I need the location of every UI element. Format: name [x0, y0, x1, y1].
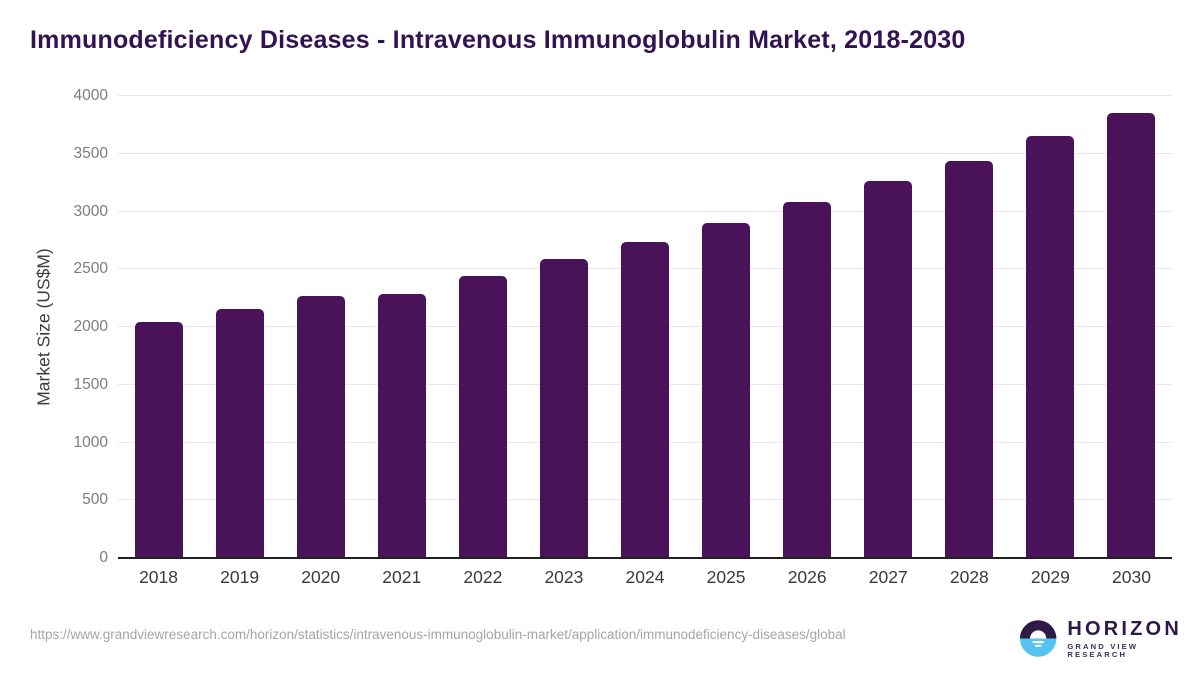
y-tick-2500: 2500 — [73, 260, 108, 278]
y-tick-3000: 3000 — [73, 202, 108, 220]
y-tick-3500: 3500 — [73, 144, 108, 162]
gridline-3000 — [118, 210, 1172, 212]
bar-slot-2028 — [929, 96, 1010, 558]
gridline-4000 — [118, 95, 1172, 96]
chart-title: Immunodeficiency Diseases - Intravenous … — [30, 26, 966, 54]
bar-2019[interactable] — [215, 308, 264, 558]
bar-slot-2022 — [442, 96, 523, 558]
bar-slot-2029 — [1010, 96, 1091, 558]
x-label-2024: 2024 — [625, 567, 665, 587]
horizon-logo-icon — [1019, 620, 1057, 657]
bar-slot-2020 — [280, 96, 361, 558]
x-label-2019: 2019 — [220, 567, 260, 587]
x-label-2029: 2029 — [1030, 567, 1070, 587]
bar-2020[interactable] — [296, 295, 345, 558]
bar-slot-2027 — [848, 96, 929, 558]
x-label-2027: 2027 — [868, 567, 908, 587]
y-axis-tick-labels: 0 500 1000 1500 2000 2500 3000 3500 4000 — [0, 87, 108, 566]
bar-slot-2024 — [604, 96, 685, 558]
y-tick-2000: 2000 — [73, 318, 108, 335]
x-label-2030: 2030 — [1112, 567, 1151, 587]
x-axis-line — [118, 557, 1172, 559]
y-tick-0: 0 — [99, 549, 108, 566]
bar-slot-2021 — [361, 96, 442, 558]
bar-2022[interactable] — [458, 276, 507, 558]
bar-slot-2030 — [1091, 96, 1172, 558]
bar-slot-2025 — [686, 96, 767, 558]
y-tick-1500: 1500 — [73, 375, 108, 393]
x-axis-tick-labels: 2018 2019 2020 2021 2022 2023 2024 2025 2026 2027… — [118, 567, 1172, 588]
x-label-2022: 2022 — [463, 567, 503, 587]
bar-2025[interactable] — [702, 223, 751, 558]
x-label-2020: 2020 — [301, 567, 341, 587]
bar-2030[interactable] — [1107, 113, 1156, 558]
source-url[interactable]: https://www.grandviewresearch.com/horizo… — [30, 627, 846, 642]
bar-slot-2026 — [767, 96, 848, 558]
x-label-2021: 2021 — [382, 567, 422, 587]
bar-2021[interactable] — [377, 293, 426, 558]
x-label-2026: 2026 — [787, 567, 827, 587]
bar-slot-2019 — [199, 96, 280, 558]
y-tick-1000: 1000 — [73, 433, 108, 451]
bar-series — [118, 96, 1172, 558]
bar-slot-2023 — [523, 96, 604, 558]
bar-2027[interactable] — [864, 181, 913, 558]
bar-2028[interactable] — [945, 160, 994, 558]
bar-2026[interactable] — [783, 202, 832, 558]
y-tick-500: 500 — [82, 491, 108, 509]
horizon-logo-name: HORIZON — [1067, 618, 1182, 640]
bar-2024[interactable] — [621, 241, 669, 558]
y-tick-4000: 4000 — [73, 87, 108, 104]
x-label-2023: 2023 — [544, 567, 584, 587]
x-label-2018: 2018 — [139, 567, 178, 587]
bar-2018[interactable] — [134, 322, 183, 558]
horizon-logo-subtitle: GRAND VIEW RESEARCH — [1067, 642, 1139, 659]
x-label-2028: 2028 — [949, 567, 989, 587]
bar-2023[interactable] — [539, 258, 588, 558]
horizon-logo: HORIZON GRAND VIEW RESEARCH — [1019, 619, 1200, 658]
bar-2029[interactable] — [1026, 136, 1075, 558]
gridline-3500 — [118, 152, 1172, 154]
x-label-2025: 2025 — [706, 567, 746, 587]
bar-slot-2018 — [118, 96, 199, 558]
plot-area — [118, 95, 1172, 559]
